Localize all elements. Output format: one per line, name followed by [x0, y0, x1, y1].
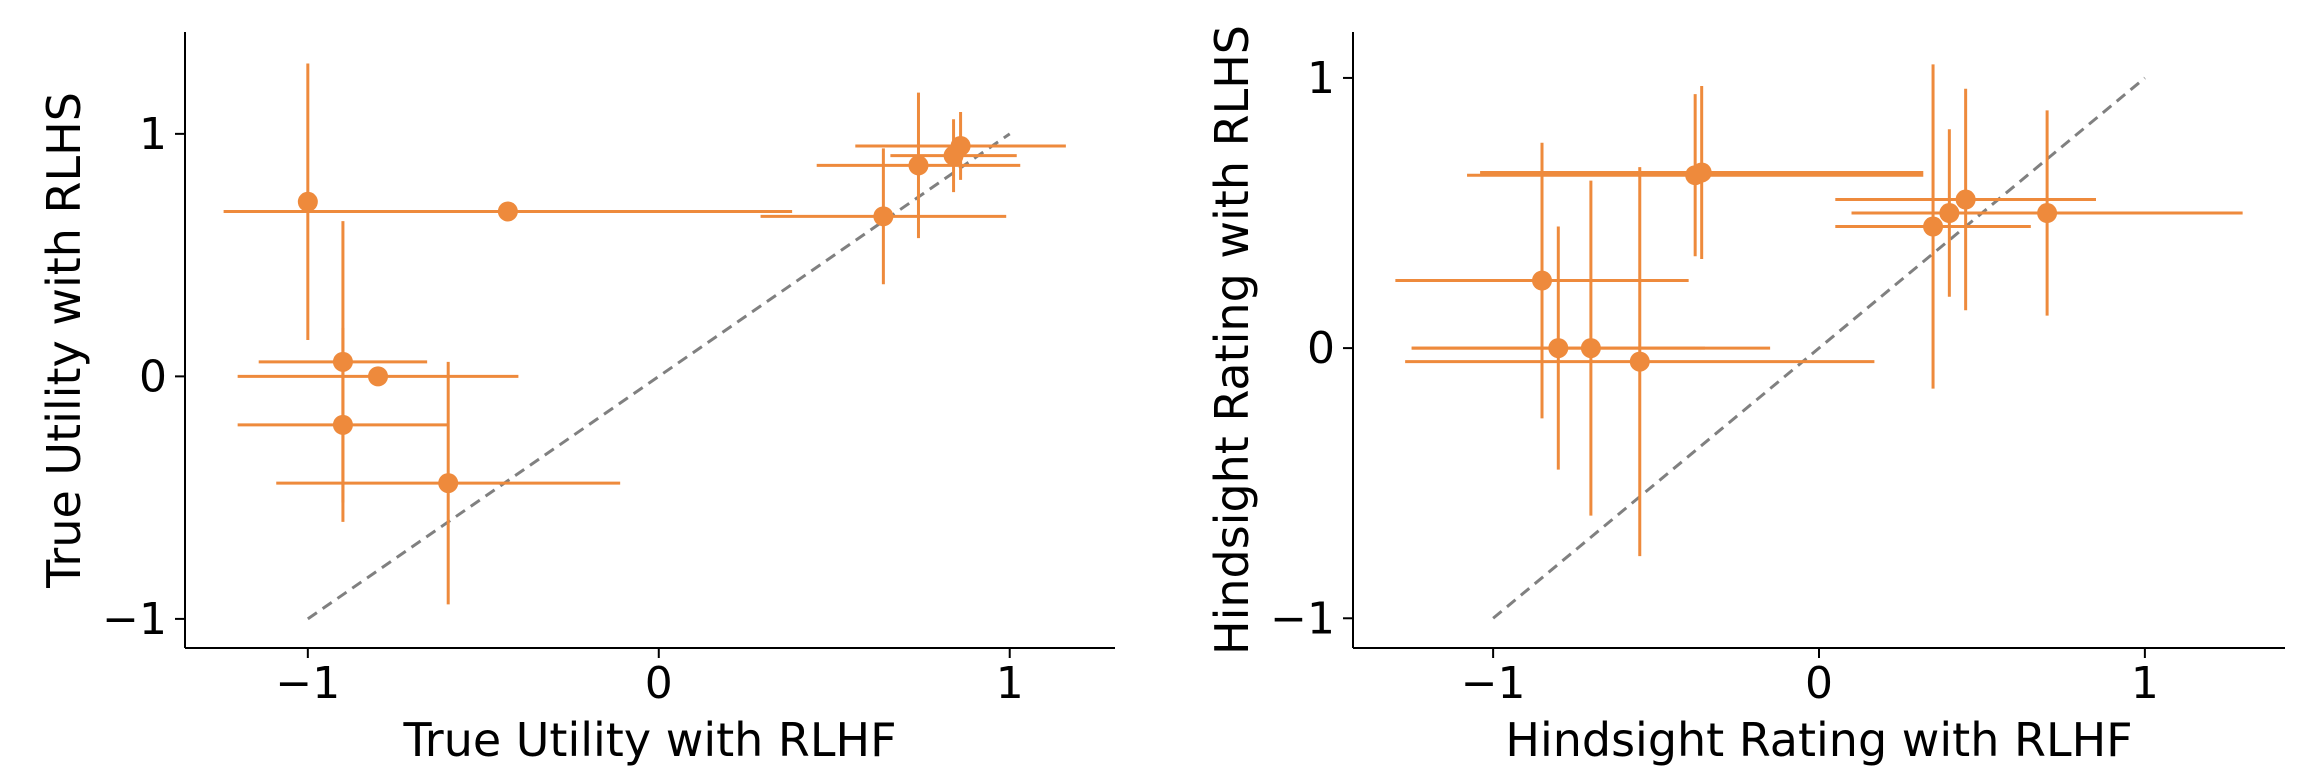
x-tick-label: 1: [2131, 658, 2159, 709]
diagonal-reference-line: [1492, 76, 2146, 620]
point-marker: [1580, 338, 1601, 359]
data-point-6: [1835, 64, 2031, 389]
y-tick-label: 0: [139, 351, 167, 402]
data-point-1: [223, 201, 793, 222]
y-axis-label: True Utility with RLHS: [37, 92, 91, 589]
point-marker: [908, 155, 929, 176]
y-axis-label: Hindsight Rating with RLHS: [1205, 25, 1259, 655]
point-marker: [1923, 216, 1944, 237]
y-tick-label: 1: [139, 109, 167, 160]
point-marker: [1532, 270, 1553, 291]
point-marker: [1629, 351, 1650, 372]
data-point-8: [890, 119, 1017, 193]
data-point-2: [1395, 142, 1689, 419]
data-point-1: [1480, 86, 1924, 259]
x-axis-label: True Utility with RLHF: [402, 713, 896, 767]
data-point-9: [855, 112, 1066, 180]
y-tick-label: −1: [102, 594, 167, 645]
point-marker: [873, 206, 894, 227]
data-point-6: [760, 148, 1007, 285]
x-tick-label: 0: [1805, 658, 1833, 709]
point-marker: [1955, 189, 1976, 210]
point-marker: [368, 366, 389, 387]
point-marker: [1691, 162, 1712, 183]
point-marker: [297, 191, 318, 212]
point-marker: [2037, 203, 2058, 224]
x-tick-label: 1: [996, 658, 1024, 709]
data-point-3: [237, 366, 519, 387]
x-tick-label: 0: [645, 658, 673, 709]
data-point-9: [1851, 110, 2243, 316]
y-tick-label: 1: [1307, 53, 1335, 104]
point-marker: [950, 135, 971, 156]
point-marker: [438, 473, 459, 494]
left-scatter-plot: −1 0 1 −1 0 1 True Utility with RLHF True Utili…: [37, 32, 1115, 767]
data-point-4: [237, 327, 449, 522]
data-point-4: [1411, 180, 1771, 516]
data-point-7: [816, 92, 1021, 239]
data-point-5: [1405, 167, 1875, 557]
x-tick-label: −1: [1461, 658, 1526, 709]
point-marker: [497, 201, 518, 222]
x-tick-label: −1: [275, 658, 340, 709]
data-point-0: [297, 63, 318, 340]
data-point-5: [276, 361, 621, 605]
x-axis-label: Hindsight Rating with RLHF: [1505, 713, 2132, 767]
y-tick-label: −1: [1270, 593, 1335, 644]
point-marker: [332, 414, 353, 435]
data-point-8: [1835, 88, 2096, 311]
y-tick-label: 0: [1307, 323, 1335, 374]
